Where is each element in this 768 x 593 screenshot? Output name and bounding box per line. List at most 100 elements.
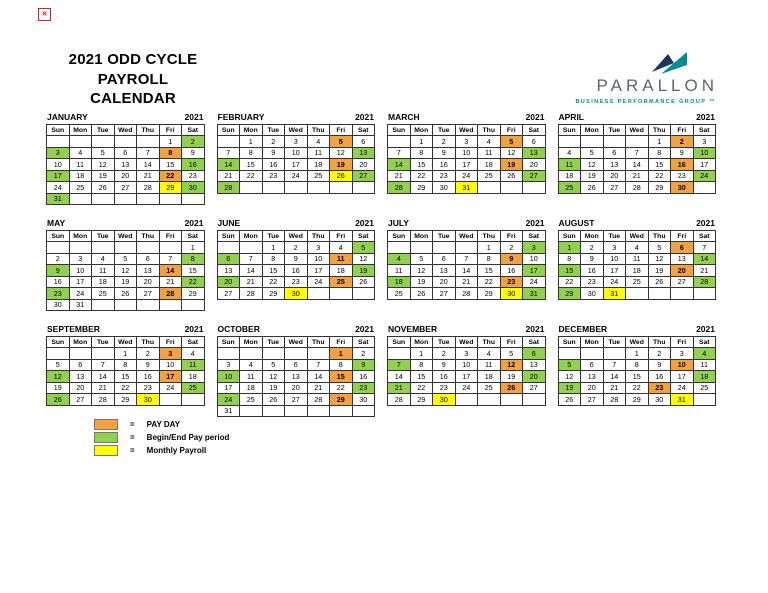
day-cell	[113, 192, 137, 205]
day-cell: 8	[625, 358, 649, 371]
day-cell: 23	[181, 169, 205, 182]
day-cell: 7	[387, 146, 411, 159]
day-cell: 22	[647, 169, 671, 182]
day-cell: 22	[409, 381, 433, 394]
day-cell: 16	[181, 158, 205, 171]
day-cell: 5	[46, 358, 70, 371]
day-cell: 7	[136, 146, 160, 159]
weekday-header: Sun	[557, 336, 581, 348]
month-header: OCTOBER 2021	[217, 324, 376, 336]
day-cell: 18	[181, 370, 205, 383]
day-cell: 2	[499, 241, 523, 254]
day-cell: 9	[136, 358, 160, 371]
day-cell: 29	[158, 181, 182, 194]
legend-label-period: Begin/End Pay period	[146, 432, 230, 442]
day-cell	[306, 404, 330, 417]
day-cell: 28	[91, 393, 115, 406]
day-cell: 17	[216, 381, 240, 394]
day-cell	[329, 404, 353, 417]
day-cell: 11	[477, 358, 501, 371]
day-cell: 18	[625, 264, 649, 277]
day-cell	[477, 181, 501, 194]
day-cell: 25	[625, 275, 649, 288]
day-cell: 5	[557, 358, 581, 371]
day-cell: 3	[284, 135, 308, 148]
day-cell: 28	[602, 393, 626, 406]
day-cell: 4	[692, 347, 716, 360]
month-name: MAY	[47, 218, 66, 228]
day-cell	[647, 287, 671, 300]
weekday-header: Thu	[136, 124, 160, 136]
day-cell: 1	[625, 347, 649, 360]
day-cell: 14	[602, 370, 626, 383]
day-cell: 25	[692, 381, 716, 394]
day-cell: 6	[670, 241, 694, 254]
day-cell: 18	[239, 381, 263, 394]
day-cell	[306, 181, 330, 194]
day-cell: 7	[387, 358, 411, 371]
day-cell: 22	[239, 169, 263, 182]
weekday-header: Mon	[68, 336, 92, 348]
day-cell	[409, 241, 433, 254]
day-cell: 1	[113, 347, 137, 360]
day-cell: 4	[68, 146, 92, 159]
day-cell: 17	[522, 264, 546, 277]
day-cell: 10	[602, 252, 626, 265]
day-cell: 19	[261, 381, 285, 394]
day-cell: 24	[46, 181, 70, 194]
day-cell: 28	[216, 181, 240, 194]
day-cell: 6	[351, 135, 375, 148]
day-cell: 7	[239, 252, 263, 265]
day-cell: 5	[351, 241, 375, 254]
day-cell: 14	[158, 264, 182, 277]
day-cell: 6	[68, 358, 92, 371]
day-cell: 4	[329, 241, 353, 254]
day-cell: 28	[454, 287, 478, 300]
day-cell: 29	[329, 393, 353, 406]
day-cell	[181, 192, 205, 205]
day-cell: 1	[329, 347, 353, 360]
month-name: DECEMBER	[558, 324, 608, 334]
day-cell: 27	[351, 169, 375, 182]
day-cell	[46, 241, 70, 254]
day-cell: 11	[692, 358, 716, 371]
day-cell: 31	[522, 287, 546, 300]
weekday-header: Mon	[239, 230, 263, 242]
month-header: MARCH 2021	[387, 112, 546, 124]
day-cell	[239, 181, 263, 194]
day-cell: 26	[91, 181, 115, 194]
weekday-header: Sun	[557, 230, 581, 242]
day-cell: 26	[113, 287, 137, 300]
day-cell: 12	[647, 252, 671, 265]
day-cell: 15	[557, 264, 581, 277]
month-year-label: 2021	[355, 324, 374, 334]
month-header: JULY 2021	[387, 218, 546, 230]
day-cell: 11	[387, 264, 411, 277]
weekday-header: Thu	[647, 336, 671, 348]
month-header: MAY 2021	[46, 218, 205, 230]
month-name: MARCH	[388, 112, 420, 122]
weekday-header: Sun	[216, 230, 240, 242]
payday-swatch	[94, 418, 118, 430]
weekday-header: Fri	[329, 124, 353, 136]
day-cell: 8	[113, 358, 137, 371]
day-cell: 6	[113, 146, 137, 159]
legend: = PAY DAY = Begin/End Pay period = Month…	[94, 418, 230, 458]
day-cell: 30	[580, 287, 604, 300]
weekday-header: Wed	[625, 230, 649, 242]
day-cell	[216, 241, 240, 254]
day-cell: 1	[557, 241, 581, 254]
day-cell: 19	[351, 264, 375, 277]
day-cell: 21	[136, 169, 160, 182]
weekday-header: Sun	[216, 336, 240, 348]
day-cell: 19	[557, 381, 581, 394]
day-cell: 25	[91, 287, 115, 300]
day-cell	[306, 287, 330, 300]
day-cell: 17	[68, 275, 92, 288]
day-cell: 9	[580, 252, 604, 265]
day-cell: 27	[216, 287, 240, 300]
day-cell: 9	[181, 146, 205, 159]
weekday-header: Sat	[351, 336, 375, 348]
day-cell: 20	[68, 381, 92, 394]
weekday-header: Sat	[522, 336, 546, 348]
